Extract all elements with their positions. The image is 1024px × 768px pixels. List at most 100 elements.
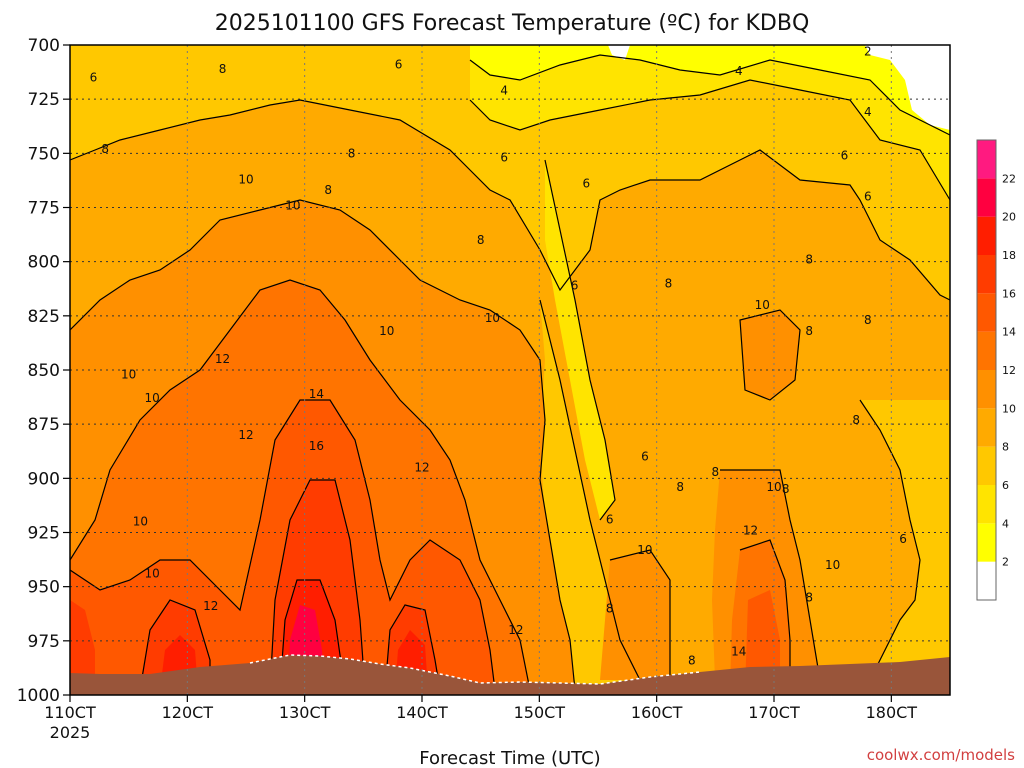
- colorbar-swatch: [977, 408, 996, 447]
- colorbar-swatch: [977, 216, 996, 255]
- contour-label: 8: [805, 324, 813, 338]
- contour-label: 8: [864, 313, 872, 327]
- colorbar-tick-label: 10: [1002, 402, 1016, 415]
- y-axis: 700 725 750 775 800 825 850 875 900 925 950 975 1000: [17, 36, 70, 706]
- contour-label: 10: [637, 543, 652, 557]
- colorbar-tick-label: 18: [1002, 249, 1016, 262]
- chart-title: 2025101100 GFS Forecast Temperature (ºC)…: [215, 11, 810, 36]
- contour-label: 4: [864, 105, 872, 119]
- colorbar-swatch: [977, 370, 996, 409]
- y-tick-label: 850: [28, 361, 60, 381]
- contour-label: 6: [606, 513, 614, 527]
- band-below-2: [865, 45, 950, 130]
- colorbar-swatch: [977, 255, 996, 294]
- contour-label: 6: [864, 190, 872, 204]
- contour-label: 12: [238, 428, 253, 442]
- contour-label: 10: [755, 298, 770, 312]
- terrain-surface: [70, 655, 950, 695]
- contour-label: 8: [665, 276, 673, 290]
- contour-label: 8: [219, 62, 227, 76]
- colorbar-tick-label: 12: [1002, 364, 1016, 377]
- band-2-4: [470, 45, 950, 135]
- contour-label: 8: [805, 591, 813, 605]
- y-tick-label: 975: [28, 632, 60, 652]
- y-tick-label: 950: [28, 578, 60, 598]
- contour-label: 14: [309, 387, 324, 401]
- contour-label: 6: [395, 58, 403, 72]
- x-tick-label: 140CT: [396, 703, 448, 722]
- contour-label: 10: [379, 324, 394, 338]
- colorbar-tick-label: 2: [1002, 556, 1009, 569]
- band-10-12-mid: [600, 550, 670, 680]
- colorbar-swatch: [977, 293, 996, 332]
- y-tick-label: 800: [28, 253, 60, 273]
- contour-label: 8: [606, 601, 614, 615]
- y-tick-label: 875: [28, 415, 60, 435]
- contour-label: 10: [285, 198, 300, 212]
- contour-label: 12: [203, 599, 218, 613]
- colorbar-tick-label: 6: [1002, 479, 1009, 492]
- x-tick-label: 120CT: [162, 703, 214, 722]
- contour-label: 10: [144, 567, 159, 581]
- grid-lines: [70, 45, 950, 695]
- band-6-8-lower: [540, 300, 640, 690]
- band-4-6: [470, 45, 950, 200]
- band-4-6-low: [545, 160, 615, 520]
- contour-label: 10: [238, 172, 253, 186]
- contour-label: 10: [144, 391, 159, 405]
- y-tick-label: 700: [28, 36, 60, 56]
- y-tick-label: 925: [28, 524, 60, 544]
- colorbar-swatch: [977, 446, 996, 485]
- colorbar-swatch: [977, 523, 996, 562]
- contour-label: 8: [712, 465, 720, 479]
- contour-label: 16: [309, 439, 324, 453]
- contour-label: 12: [508, 623, 523, 637]
- contour-label: 6: [899, 532, 907, 546]
- y-tick-label: 725: [28, 90, 60, 110]
- y-tick-label: 900: [28, 469, 60, 489]
- colorbar-tick-label: 8: [1002, 441, 1009, 454]
- band-6-8-right: [860, 400, 950, 680]
- x-tick-label: 170CT: [748, 703, 800, 722]
- colorbar-tick-label: 14: [1002, 326, 1016, 339]
- y-tick-label: 775: [28, 199, 60, 219]
- colorbar-tick-label: 4: [1002, 517, 1009, 530]
- contour-label: 2: [864, 45, 872, 59]
- contour-label: 8: [324, 183, 332, 197]
- contour-label: 6: [582, 177, 590, 191]
- contour-label: 10: [825, 558, 840, 572]
- contour-label: 4: [500, 84, 508, 98]
- colorbar-tick-label: 22: [1002, 172, 1016, 185]
- contour-labels: 6 8 6 4 4 2 4 8 10 8 8 10 6 6 6 6 8 6 8 8 10 8 8 10 10 12 10 10 12 14…: [90, 45, 907, 667]
- colorbar-swatch: [977, 178, 996, 217]
- band-16-18-d: [70, 600, 95, 690]
- x-tick-label: 150CT: [514, 703, 566, 722]
- contour-label: 12: [414, 461, 429, 475]
- y-tick-label: 1000: [17, 686, 60, 706]
- x-axis: 110CT 120CT 130CT 140CT 150CT 160CT 170CT 180CT: [44, 695, 917, 722]
- contour-label: 4: [735, 64, 743, 78]
- contour-label: 10: [121, 367, 136, 381]
- colorbar-swatch: [977, 140, 996, 179]
- contour-label: 10: [133, 515, 148, 529]
- x-tick-label: 160CT: [631, 703, 683, 722]
- contour-label: 8: [101, 142, 109, 156]
- contour-label: 12: [743, 523, 758, 537]
- contour-label: 8: [782, 482, 790, 496]
- credit-text: coolwx.com/models: [867, 746, 1015, 764]
- plot-area: 6 8 6 4 4 2 4 8 10 8 8 10 6 6 6 6 8 6 8 8 10 8 8 10 10 12 10 10 12 14…: [70, 45, 950, 695]
- contour-label: 6: [90, 71, 98, 85]
- colorbar-swatch: [977, 331, 996, 370]
- x-axis-year: 2025: [50, 723, 91, 742]
- colorbar-tick-label: 20: [1002, 211, 1016, 224]
- band-below-2-b: [608, 45, 630, 60]
- contour-label: 12: [215, 352, 230, 366]
- contour-label: 6: [571, 279, 579, 293]
- contour-label: 8: [477, 233, 485, 247]
- y-tick-label: 750: [28, 144, 60, 164]
- x-tick-label: 110CT: [44, 703, 96, 722]
- contour-label: 6: [500, 151, 508, 165]
- x-axis-label: Forecast Time (UTC): [419, 748, 600, 768]
- contour-label: 6: [641, 450, 649, 464]
